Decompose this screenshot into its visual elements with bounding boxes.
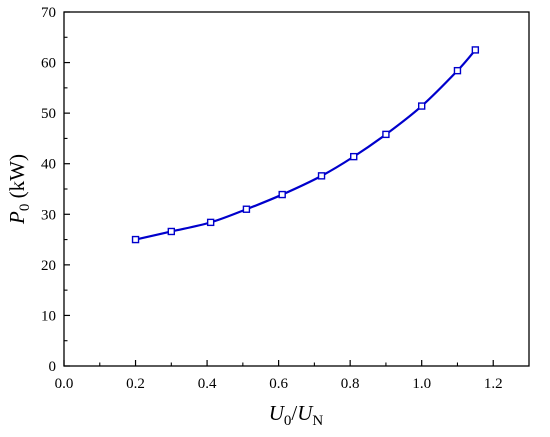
data-point <box>167 227 176 236</box>
data-point <box>382 130 390 139</box>
x-axis-title: U0/UN <box>269 401 324 429</box>
x-axis: 0.0 0.2 0.4 0.6 0.8 1.0 1.2 <box>55 360 503 392</box>
x-tick-label: 1.0 <box>412 376 431 392</box>
x-tick-label: 0.2 <box>126 376 145 392</box>
y-tick-label: 20 <box>41 258 56 274</box>
data-point <box>131 235 140 244</box>
series-markers <box>131 46 480 244</box>
data-point <box>350 152 358 161</box>
data-point <box>278 190 286 199</box>
y-axis: 0 10 20 30 40 50 60 70 <box>41 5 70 375</box>
data-point <box>206 218 215 227</box>
x-tick-label: 0.4 <box>198 376 217 392</box>
series-line <box>135 49 477 241</box>
y-tick-label: 70 <box>41 5 56 21</box>
y-tick-label: 60 <box>41 56 56 72</box>
data-point <box>417 102 426 110</box>
data-point <box>317 172 326 180</box>
data-point <box>242 205 251 213</box>
x-tick-label: 1.2 <box>484 376 503 392</box>
x-tick-label: 0.8 <box>341 376 360 392</box>
data-point <box>471 46 480 54</box>
y-tick-label: 50 <box>41 106 56 122</box>
y-tick-label: 0 <box>49 359 57 375</box>
y-axis-title: P0 (kW) <box>5 154 33 225</box>
y-tick-label: 10 <box>41 308 56 324</box>
y-tick-label: 30 <box>41 207 56 223</box>
x-tick-label: 0.0 <box>55 376 74 392</box>
data-point <box>453 66 462 75</box>
x-tick-label: 0.6 <box>269 376 288 392</box>
y-tick-label: 40 <box>41 157 56 173</box>
